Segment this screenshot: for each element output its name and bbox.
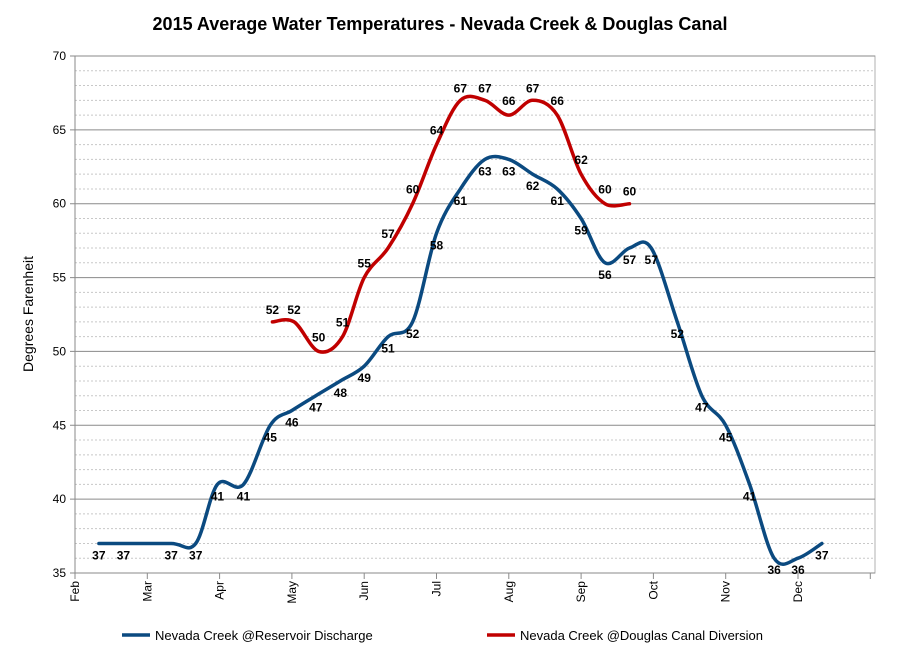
x-tick-label: Oct: [646, 580, 660, 599]
data-label: 48: [334, 386, 348, 400]
x-tick-label: Dec: [791, 581, 805, 602]
data-label: 62: [526, 179, 540, 193]
data-labels: 37 37 37 37 41 41 45 46 47 48 49 51 52 58 61 63 63 62 61 59…: [92, 81, 829, 577]
data-label: 45: [719, 430, 733, 444]
y-tick-label: 65: [53, 123, 67, 137]
data-label: 37: [189, 548, 203, 562]
series-line-1: [97, 154, 824, 566]
series-lines: [97, 94, 824, 566]
y-tick-label: 35: [53, 566, 67, 580]
data-label: 52: [406, 327, 420, 341]
data-label: 60: [598, 183, 612, 197]
y-tick-label: 45: [53, 418, 67, 432]
x-tick-label: Sep: [574, 581, 588, 603]
data-label: 52: [287, 303, 301, 317]
data-label: 50: [312, 330, 326, 344]
data-label: 37: [815, 548, 829, 562]
data-label: 55: [358, 257, 372, 271]
x-tick-label: May: [285, 581, 299, 604]
data-label: 66: [551, 94, 565, 108]
plot-area: [74, 55, 876, 574]
data-label: 67: [478, 81, 492, 95]
data-label: 59: [574, 223, 588, 237]
data-label: 67: [454, 81, 468, 95]
data-label: 47: [309, 401, 323, 415]
data-label: 63: [502, 164, 516, 178]
data-label: 41: [237, 489, 251, 503]
legend-label-2: Nevada Creek @Douglas Canal Diversion: [520, 628, 763, 643]
x-tick-label: Aug: [502, 581, 516, 602]
x-tick-label: Mar: [140, 581, 154, 602]
chart-title: 2015 Average Water Temperatures - Nevada…: [153, 14, 728, 34]
legend-label-1: Nevada Creek @Reservoir Discharge: [155, 628, 373, 643]
grid: [70, 55, 876, 574]
data-label: 67: [526, 81, 540, 95]
data-label: 56: [598, 268, 612, 282]
data-label: 57: [381, 227, 395, 241]
data-label: 63: [478, 164, 492, 178]
legend: Nevada Creek @Reservoir Discharge Nevada …: [122, 628, 763, 643]
data-label: 41: [743, 489, 757, 503]
series-line-2: [270, 94, 632, 354]
data-label: 66: [502, 94, 516, 108]
data-label: 51: [336, 316, 350, 330]
data-label: 37: [117, 548, 131, 562]
data-label: 52: [671, 327, 685, 341]
data-label: 37: [92, 548, 106, 562]
data-label: 36: [767, 563, 781, 577]
y-tick-label: 40: [53, 492, 67, 506]
data-label: 41: [211, 489, 225, 503]
y-tick-label: 55: [53, 271, 67, 285]
data-label: 64: [430, 124, 444, 138]
data-label: 37: [164, 548, 178, 562]
data-label: 60: [406, 183, 420, 197]
x-tick-label: Apr: [213, 581, 227, 600]
x-tick-label: Feb: [68, 581, 82, 602]
y-tick-label: 70: [53, 49, 67, 63]
y-tick-label: 50: [53, 344, 67, 358]
data-label: 45: [264, 430, 278, 444]
data-label: 51: [381, 342, 395, 356]
data-label: 61: [551, 194, 565, 208]
x-tick-label: Jul: [430, 581, 444, 596]
data-label: 60: [623, 185, 637, 199]
y-tick-label: 60: [53, 197, 67, 211]
data-label: 36: [791, 563, 805, 577]
data-label: 62: [574, 153, 588, 167]
x-tick-label: Jun: [357, 581, 371, 600]
data-label: 49: [358, 371, 372, 385]
data-label: 47: [695, 401, 709, 415]
data-label: 52: [266, 303, 280, 317]
y-axis-title: Degrees Farenheit: [20, 256, 36, 372]
data-label: 58: [430, 238, 444, 252]
axes: 35 40 45 50 55 60 65 70 Feb Mar Apr May Jun Jul Aug Sep…: [53, 49, 875, 604]
data-label: 61: [454, 194, 468, 208]
data-label: 57: [623, 253, 637, 267]
data-label: 57: [645, 253, 659, 267]
data-label: 46: [285, 416, 299, 430]
x-tick-label: Nov: [719, 581, 733, 602]
